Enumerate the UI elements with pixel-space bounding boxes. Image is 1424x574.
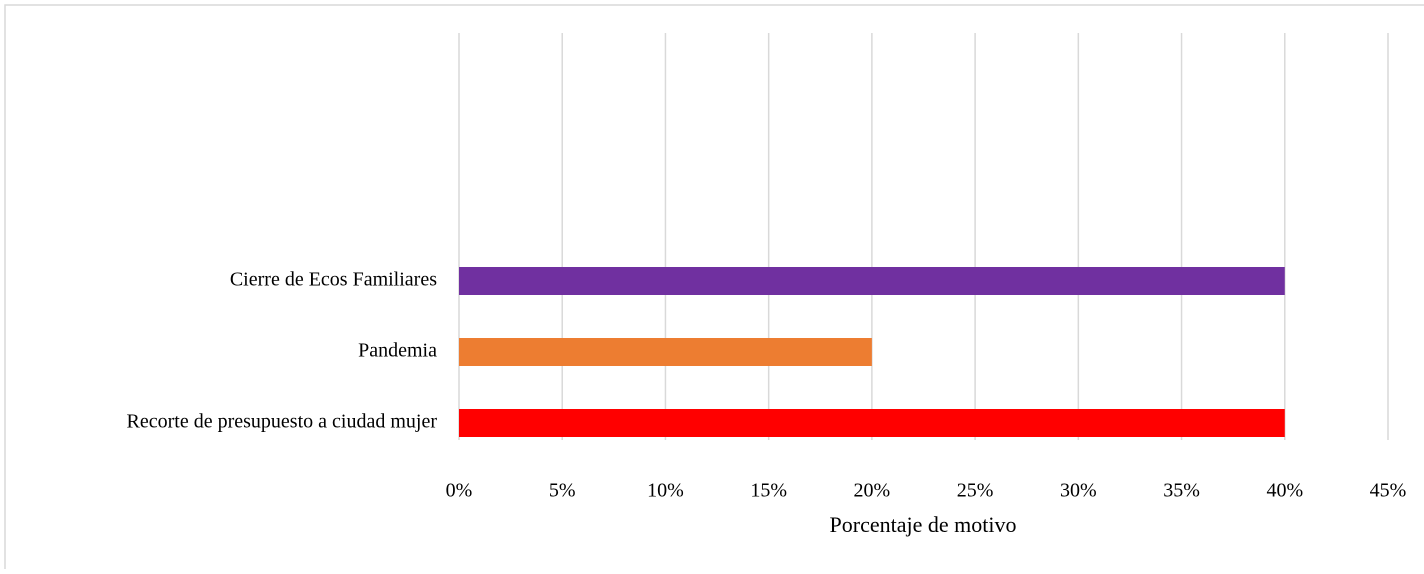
y-tick-label: Cierre de Ecos Familiares [230,269,437,291]
x-tick-label: 45% [1370,480,1407,502]
x-tick-label: 25% [957,480,994,502]
chart-frame [4,4,1424,574]
x-tick-label: 5% [549,480,576,502]
x-axis-title: Porcentaje de motivo [830,512,1017,537]
bar [459,409,1285,437]
y-tick-label: Recorte de presupuesto a ciudad mujer [127,411,438,433]
x-tick-label: 10% [647,480,684,502]
x-tick-label: 40% [1266,480,1303,502]
bar [459,338,872,366]
x-tick-label: 0% [446,480,473,502]
bar [459,267,1285,295]
x-tick-label: 35% [1163,480,1200,502]
x-tick-label: 15% [750,480,787,502]
x-tick-label: 30% [1060,480,1097,502]
y-tick-label: Pandemia [358,340,437,362]
x-tick-label: 20% [854,480,891,502]
